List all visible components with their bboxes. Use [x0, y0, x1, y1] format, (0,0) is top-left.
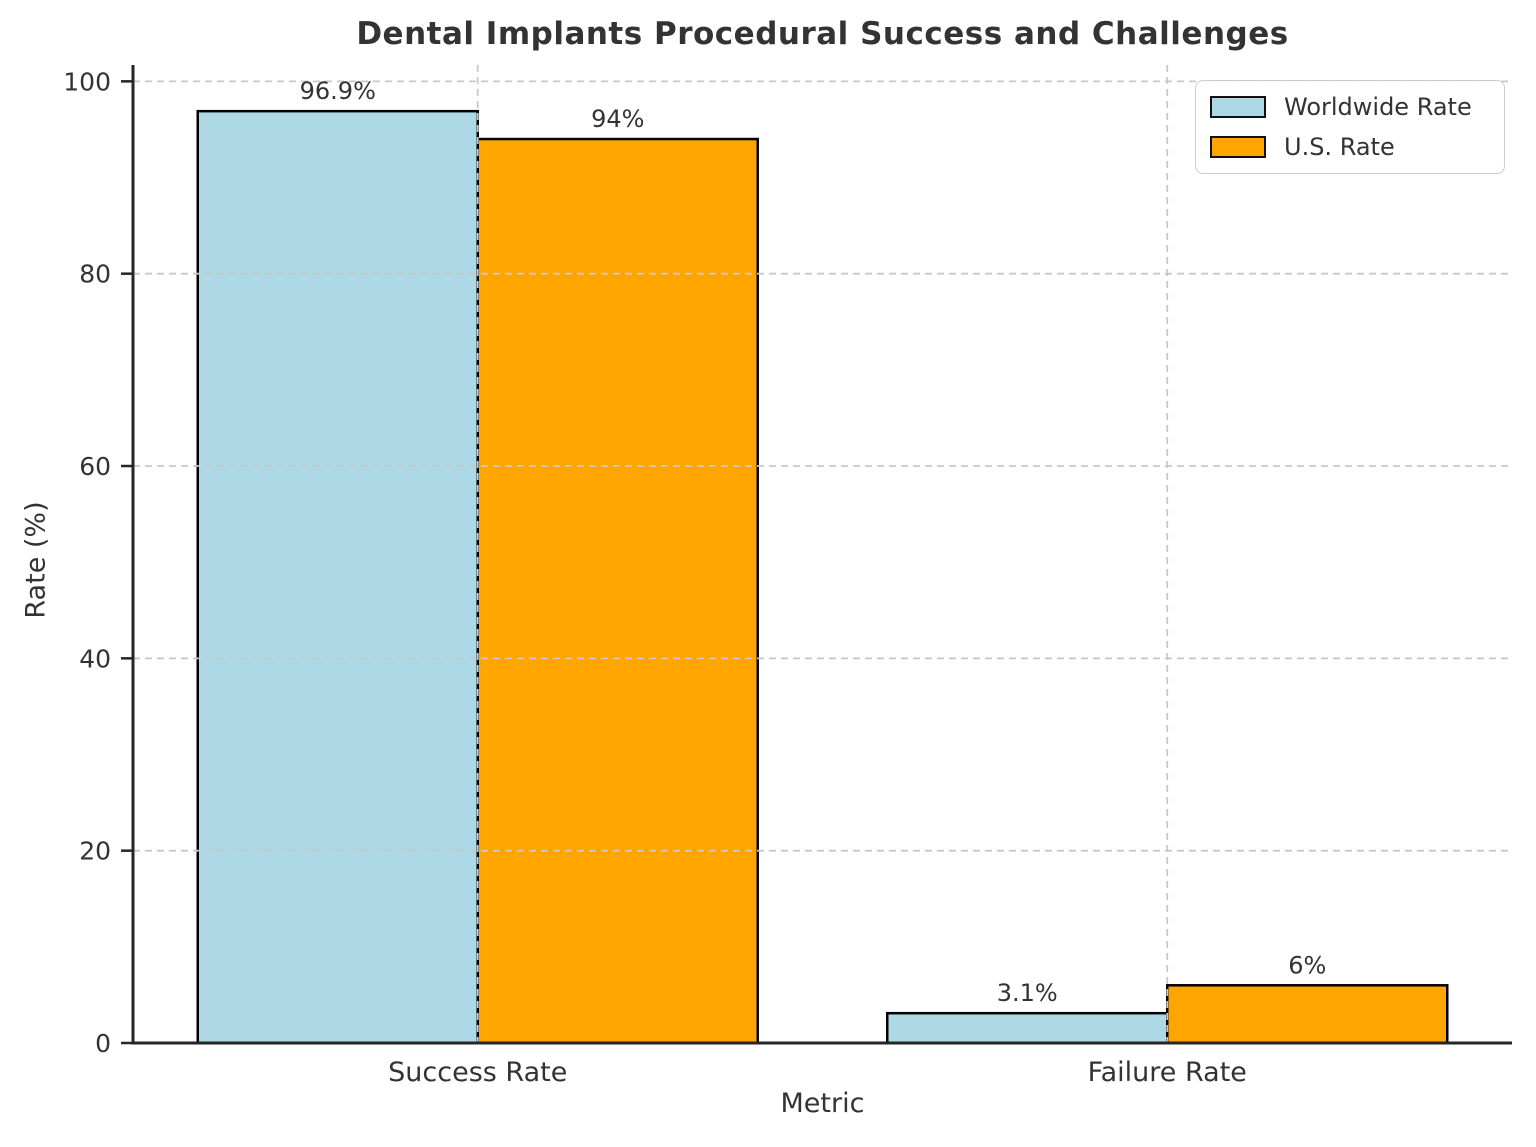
legend-entry: U.S. Rate [1210, 131, 1490, 163]
bar [1166, 984, 1449, 1045]
bar-value-label: 6% [1288, 951, 1326, 979]
chart-title: Dental Implants Procedural Success and C… [356, 16, 1289, 52]
legend-swatch [1210, 96, 1266, 118]
legend-label: Worldwide Rate [1284, 93, 1472, 121]
x-tick-label: Success Rate [388, 1057, 567, 1088]
y-tick-label: 40 [79, 644, 111, 673]
legend: Worldwide Rate U.S. Rate [1195, 80, 1505, 174]
legend-label: U.S. Rate [1284, 133, 1395, 161]
y-tick-label: 20 [79, 837, 111, 866]
x-axis-label: Metric [780, 1088, 865, 1119]
bar [196, 109, 479, 1045]
bar [476, 137, 759, 1045]
y-tick-label: 100 [63, 67, 111, 96]
legend-swatch [1210, 136, 1266, 158]
y-tick-label: 0 [95, 1029, 111, 1058]
bar-value-label: 94% [591, 105, 644, 133]
bar-value-label: 96.9% [300, 77, 376, 105]
bar-value-label: 3.1% [997, 979, 1058, 1007]
bar [886, 1011, 1169, 1045]
legend-entry: Worldwide Rate [1210, 91, 1490, 123]
y-tick-label: 60 [79, 452, 111, 481]
x-tick-label: Failure Rate [1088, 1057, 1247, 1088]
y-tick-label: 80 [79, 260, 111, 289]
